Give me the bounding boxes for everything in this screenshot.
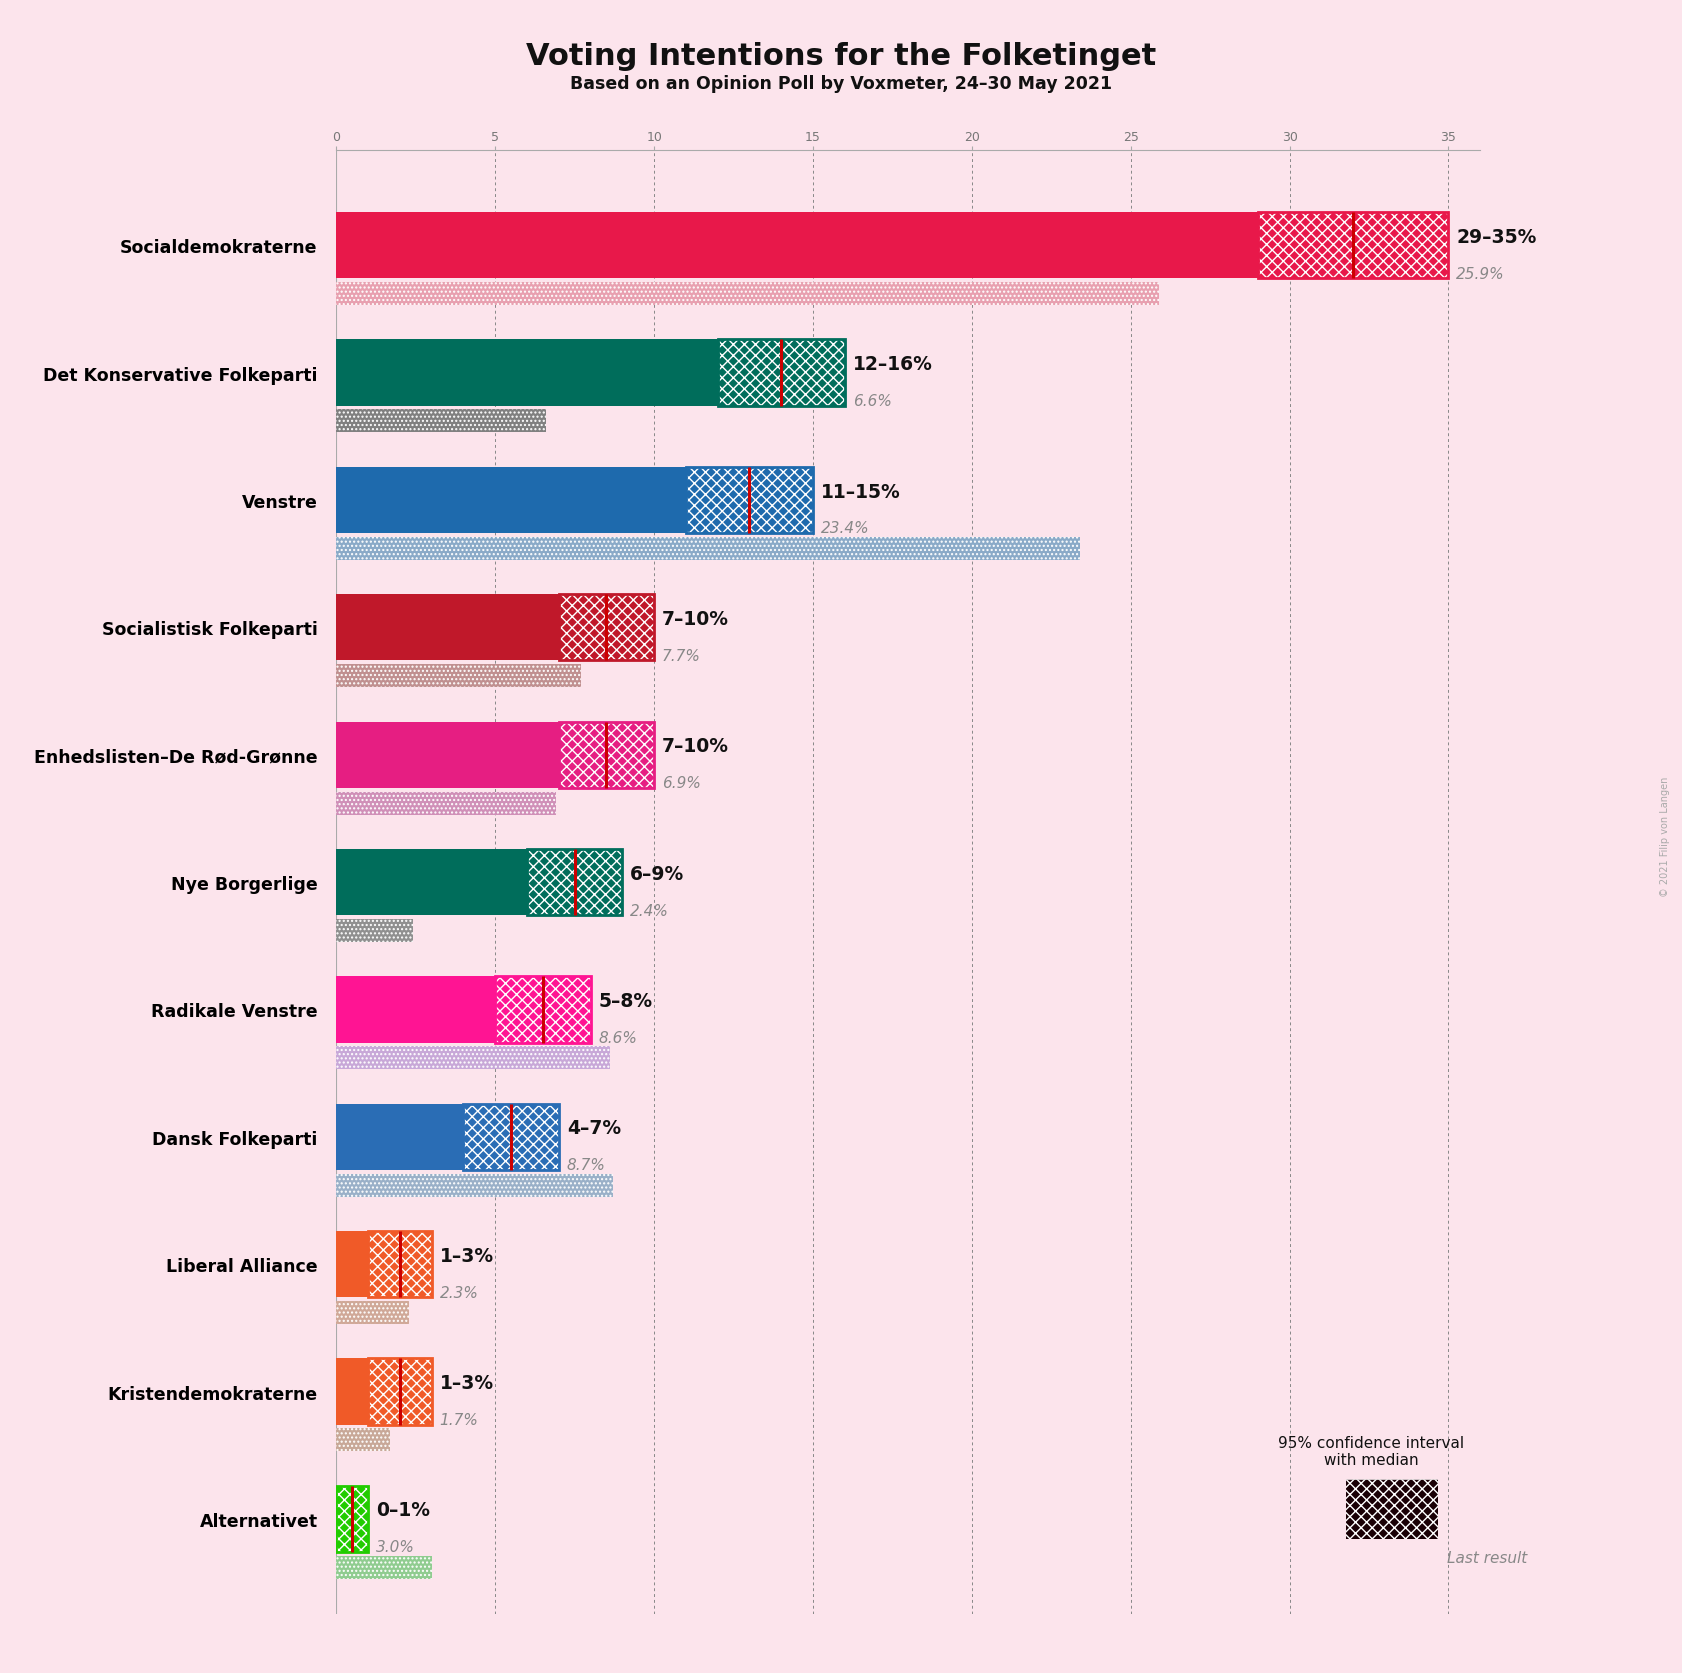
Bar (336, 1174, 612, 1196)
Bar (558, 596, 654, 661)
Bar (336, 1231, 368, 1298)
Bar (336, 1047, 609, 1069)
Bar (718, 340, 844, 407)
Bar (336, 920, 412, 942)
Text: 23.4%: 23.4% (821, 520, 870, 535)
Text: 8.7%: 8.7% (567, 1158, 606, 1173)
Bar (558, 723, 654, 788)
Bar (368, 1358, 432, 1425)
Bar (336, 1302, 409, 1325)
Bar (558, 596, 654, 661)
Text: 7–10%: 7–10% (663, 736, 728, 756)
Text: 95% confidence interval
with median: 95% confidence interval with median (1278, 1435, 1463, 1467)
Text: 7–10%: 7–10% (663, 609, 728, 629)
Bar (336, 850, 526, 915)
Bar (336, 664, 580, 688)
Bar (336, 723, 558, 788)
Text: Based on an Opinion Poll by Voxmeter, 24–30 May 2021: Based on an Opinion Poll by Voxmeter, 24… (570, 75, 1112, 94)
Bar (464, 1104, 558, 1169)
Bar (558, 596, 654, 661)
Text: 12–16%: 12–16% (853, 355, 932, 375)
Bar (336, 283, 1159, 306)
Bar (336, 212, 1258, 279)
Bar (718, 340, 844, 407)
Text: © 2021 Filip von Langen: © 2021 Filip von Langen (1660, 776, 1670, 897)
Bar (368, 1231, 432, 1298)
Text: 6–9%: 6–9% (631, 863, 685, 883)
Bar (526, 850, 622, 915)
Bar (495, 977, 590, 1042)
Text: 11–15%: 11–15% (821, 482, 900, 502)
Bar (336, 1556, 432, 1579)
Text: 2.3%: 2.3% (439, 1285, 479, 1300)
Bar (336, 920, 412, 942)
Bar (558, 723, 654, 788)
Bar (464, 1104, 558, 1169)
Bar (686, 467, 812, 534)
Bar (526, 850, 622, 915)
Bar (368, 1231, 432, 1298)
Bar (336, 1486, 368, 1553)
Bar (464, 1104, 558, 1169)
Text: 6.6%: 6.6% (853, 393, 891, 408)
Bar (336, 467, 686, 534)
Bar (336, 537, 1080, 560)
Bar (336, 340, 718, 407)
Text: 1–3%: 1–3% (439, 1374, 495, 1392)
Bar (336, 1486, 368, 1553)
Text: 6.9%: 6.9% (663, 776, 701, 791)
Bar (368, 1358, 432, 1425)
Bar (336, 791, 555, 815)
Bar (368, 1231, 432, 1298)
Text: 0–1%: 0–1% (377, 1501, 431, 1519)
Bar (336, 537, 1080, 560)
Text: 4–7%: 4–7% (567, 1119, 621, 1138)
Bar (1258, 212, 1448, 279)
Bar (336, 1358, 368, 1425)
Bar (336, 1104, 464, 1169)
Text: 29–35%: 29–35% (1457, 228, 1537, 246)
Text: Voting Intentions for the Folketinget: Voting Intentions for the Folketinget (526, 42, 1156, 70)
Bar (1258, 212, 1448, 279)
Bar (336, 410, 547, 433)
Bar (495, 977, 590, 1042)
Bar (336, 791, 555, 815)
Bar (495, 977, 590, 1042)
Text: Last result: Last result (1447, 1551, 1527, 1564)
Text: 25.9%: 25.9% (1457, 266, 1505, 281)
Bar (686, 467, 812, 534)
Bar (336, 977, 495, 1042)
Bar (336, 664, 580, 688)
Text: 3.0%: 3.0% (377, 1539, 415, 1554)
Text: 7.7%: 7.7% (663, 649, 701, 664)
Bar (336, 1429, 390, 1452)
Text: 8.6%: 8.6% (599, 1031, 637, 1046)
Bar (336, 1486, 368, 1553)
Text: 5–8%: 5–8% (599, 992, 653, 1010)
Bar (558, 723, 654, 788)
Bar (336, 596, 558, 661)
Bar (1258, 212, 1448, 279)
Bar (526, 850, 622, 915)
Text: 1–3%: 1–3% (439, 1246, 495, 1265)
Bar (718, 340, 844, 407)
Bar (336, 1047, 609, 1069)
Bar (336, 283, 1159, 306)
Bar (336, 410, 547, 433)
Text: 2.4%: 2.4% (631, 903, 669, 918)
Bar (368, 1358, 432, 1425)
Bar (336, 1556, 432, 1579)
Bar (336, 1174, 612, 1196)
Text: 1.7%: 1.7% (439, 1412, 479, 1427)
Bar (686, 467, 812, 534)
Bar (336, 1302, 409, 1325)
Bar (336, 1429, 390, 1452)
